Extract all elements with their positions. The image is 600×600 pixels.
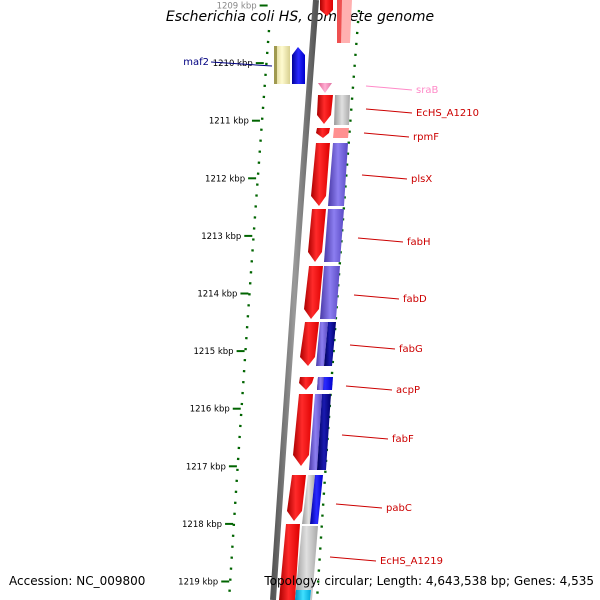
cog-block-top-dark	[337, 0, 342, 43]
scale-tick-label: 1210 kbp	[213, 59, 253, 69]
leader-line-acpp	[345, 385, 393, 391]
forward-strand-genes	[279, 0, 333, 600]
cog-block-plsx	[328, 143, 348, 206]
leader-line-rpmf	[363, 132, 410, 138]
cog-block-maf2	[274, 46, 290, 84]
gene-arrow-fabg	[300, 322, 319, 366]
cog-block-bottom-cyan	[295, 590, 311, 600]
gene-label-maf2[interactable]: maf2	[183, 57, 209, 68]
cog-block-maf2-edge	[274, 46, 277, 84]
topology-text: Topology: circular; Length: 4,643,538 bp…	[264, 574, 594, 588]
cog-block-pabc-blue	[310, 475, 323, 524]
scale-tick-label: 1219 kbp	[178, 578, 218, 588]
gene-label-acpp[interactable]: acpP	[396, 385, 420, 396]
gene-label-fabg[interactable]: fabG	[399, 344, 423, 355]
scale-ticks: 1209 kbp 1210 kbp 1211 kbp 1212 kbp 1213 kbp…	[178, 2, 268, 588]
gene-arrow-top	[320, 0, 333, 16]
gene-label-echs-a1219[interactable]: EcHS_A1219	[380, 556, 443, 567]
cog-category-blocks	[295, 0, 352, 600]
gene-arrow-maf2	[292, 47, 305, 84]
cog-block-fabf-purple	[309, 394, 322, 470]
scale-tick-label: 1217 kbp	[186, 462, 226, 472]
gene-arrow-fabf	[293, 394, 313, 466]
cog-block-echs-a1219	[295, 526, 318, 600]
leader-line-maf2	[210, 61, 273, 67]
gene-label-fabh[interactable]: fabH	[407, 237, 431, 248]
leader-line-srab	[365, 85, 413, 91]
map-title: Escherichia coli HS, complete genome	[165, 9, 435, 25]
scale-tick-label: 1212 kbp	[205, 174, 245, 184]
scale-tick-label: 1218 kbp	[182, 520, 222, 530]
scale-tick-label: 1214 kbp	[197, 290, 237, 300]
leader-line-fabh	[357, 237, 404, 243]
gene-labels: sraB EcHS_A1210 rpmF plsX fabH fabD fabG acpP fa…	[183, 57, 479, 567]
accession-text: Accession: NC_009800	[9, 574, 146, 588]
gene-label-fabf[interactable]: fabF	[392, 434, 414, 445]
gene-arrow-pabc	[287, 475, 306, 521]
reverse-strand-genes	[274, 46, 305, 84]
gene-arrow-echs-a1210	[317, 95, 333, 124]
gene-label-plsx[interactable]: plsX	[411, 174, 432, 185]
gene-arrow-acpp	[299, 377, 314, 390]
cog-block-fabf-navy	[317, 394, 331, 470]
gene-arrow-rpmf	[316, 128, 330, 138]
gene-label-srab[interactable]: sraB	[416, 85, 438, 96]
gene-label-rpmf[interactable]: rpmF	[413, 132, 439, 143]
gene-arrow-echs-a1219	[279, 524, 300, 600]
scale-tick-label: 1215 kbp	[194, 347, 234, 357]
gene-arrow-srab	[318, 83, 332, 93]
gene-arrow-plsx	[311, 143, 330, 206]
inner-dotted-rail	[227, 29, 271, 600]
leader-line-echs-a1219	[329, 556, 377, 562]
leader-line-pabc	[335, 503, 383, 509]
leader-line-plsx	[361, 174, 408, 180]
cog-block-echs-a1210	[334, 95, 350, 125]
leader-line-fabg	[349, 344, 396, 350]
gene-arrow-fabh	[308, 209, 326, 262]
gene-label-fabd[interactable]: fabD	[403, 294, 427, 305]
cog-block-fabh	[324, 209, 344, 262]
scale-tick-label: 1213 kbp	[201, 232, 241, 242]
cog-block-pabc-grey	[302, 475, 315, 524]
cog-block-acpp-purple	[317, 377, 324, 390]
scale-tick-label: 1209 kbp	[217, 2, 257, 12]
leader-line-fabf	[341, 434, 389, 440]
cog-block-fabg-navy	[324, 322, 336, 366]
leader-line-echs-a1210	[365, 108, 413, 114]
outer-dotted-rail	[315, 9, 361, 600]
scale-tick-label: 1216 kbp	[190, 405, 230, 415]
genome-backbone	[270, 0, 319, 600]
gene-label-pabc[interactable]: pabC	[386, 503, 412, 514]
scale-tick-label: 1211 kbp	[209, 117, 249, 127]
label-leader-lines	[210, 61, 413, 562]
cog-block-rpmf	[333, 128, 349, 138]
gene-label-echs-a1210[interactable]: EcHS_A1210	[416, 108, 479, 119]
gene-arrow-fabd	[304, 266, 323, 319]
leader-line-fabd	[353, 294, 400, 300]
cog-block-fabd	[320, 266, 340, 319]
